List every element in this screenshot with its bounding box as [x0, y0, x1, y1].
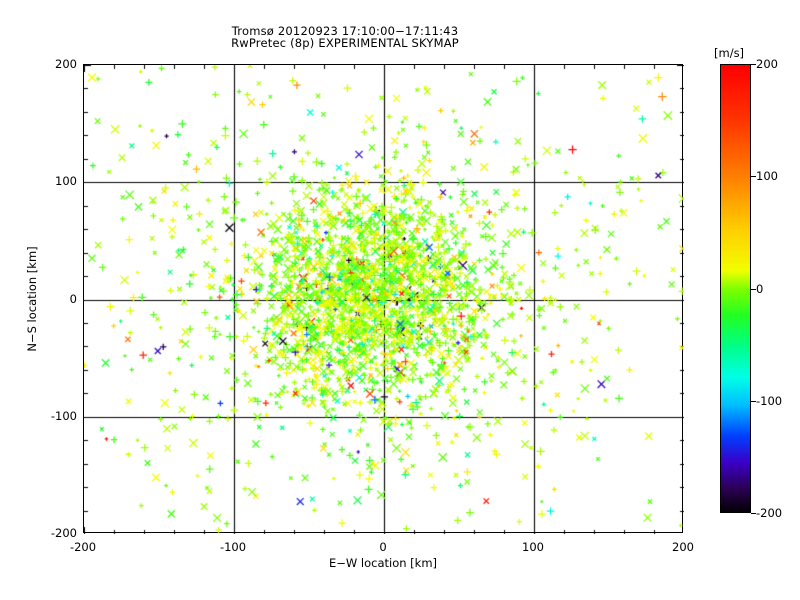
figure-title: Tromsø 20120923 17:10:00−17:11:43 RwPret… — [0, 25, 690, 49]
colorbar-tick — [751, 288, 756, 290]
y-axis-tick-label: -100 — [50, 408, 77, 423]
colorbar — [720, 64, 751, 513]
colorbar-tick — [751, 400, 756, 402]
colorbar-tick — [751, 513, 756, 514]
colorbar-unit-label: [m/s] — [714, 46, 745, 60]
y-axis-tick-label: 100 — [55, 174, 77, 189]
colorbar-tick — [751, 64, 756, 65]
colorbar-tick — [751, 176, 756, 178]
title-line-2: RwPretec (8p) EXPERIMENTAL SKYMAP — [231, 36, 459, 50]
title-line-1: Tromsø 20120923 17:10:00−17:11:43 — [231, 24, 459, 38]
colorbar-tick-label: -200 — [756, 506, 783, 520]
x-axis-tick-label: 100 — [522, 540, 544, 554]
colorbar-tick-label: 100 — [756, 169, 778, 184]
colorbar-tick-label: -100 — [756, 393, 783, 408]
x-axis-title: E−W location [km] — [328, 556, 438, 570]
colorbar-tick-label: 0 — [756, 281, 764, 296]
plot-area — [83, 64, 684, 534]
y-axis-tick-label: -200 — [50, 526, 77, 540]
y-axis-tick-label: 0 — [69, 291, 77, 306]
colorbar-tick-label: 200 — [756, 57, 778, 71]
scatter-plot-canvas — [84, 65, 684, 534]
colorbar-gradient — [720, 64, 751, 513]
x-axis-tick-label: -200 — [69, 540, 97, 554]
x-axis-tick-label: 0 — [379, 540, 387, 554]
x-axis-tick-label: 200 — [672, 540, 694, 554]
y-axis-tick-label: 200 — [55, 57, 77, 71]
y-axis-title: N−S location [km] — [25, 246, 39, 352]
x-axis-tick-label: -100 — [219, 540, 247, 554]
